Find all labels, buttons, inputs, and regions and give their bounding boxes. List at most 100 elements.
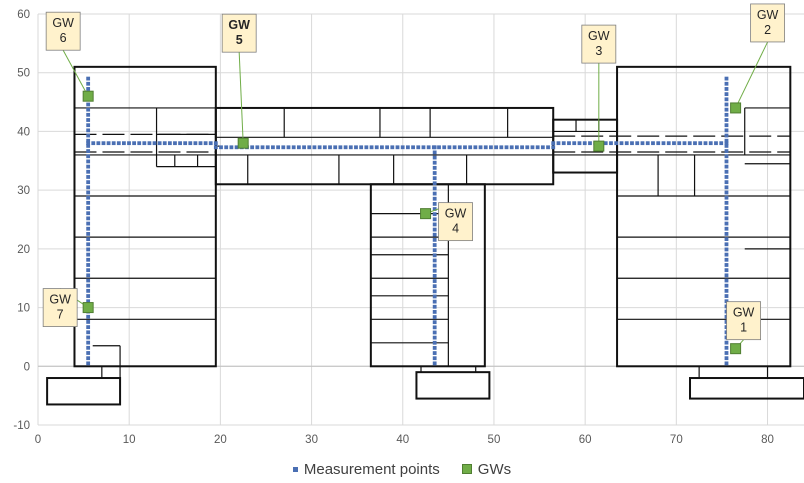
measurement-point [724,185,729,190]
measurement-point [724,299,729,304]
measurement-point [86,149,91,153]
measurement-point [359,145,364,150]
measurement-point [666,141,671,146]
measurement-point [572,141,577,146]
measurement-point [86,226,91,231]
measurement-point [132,141,137,146]
measurement-point [724,107,729,112]
measurement-point [624,141,629,146]
measurement-point [432,335,437,340]
gw-callout-box [45,11,81,51]
measurement-point [432,191,437,196]
gw-callout-label: GW [588,29,610,43]
measurement-point [724,190,729,195]
measurement-point [724,237,729,241]
callout-leader-line [62,49,89,97]
x-tick-label: 10 [123,434,136,446]
measurement-point [614,141,619,146]
gridlines [37,13,804,426]
gw-callout-label: 7 [57,308,64,322]
measurement-point [724,263,729,267]
x-tick-label: 80 [761,434,774,446]
measurement-point [567,141,571,146]
gw-callout-label: GW [757,8,779,22]
measurement-point [86,200,91,205]
legend-label-measurement: Measurement points [303,460,440,478]
measurement-point [473,145,478,150]
measurement-point [577,141,582,146]
measurement-point [86,154,91,159]
measurement-point [551,141,556,146]
measurement-point [167,141,172,146]
measurement-point [432,284,437,289]
measurement-point [603,141,608,146]
measurement-point [645,141,650,146]
measurement-point [385,145,390,150]
measurement-point [630,141,634,146]
measurement-point [432,346,437,350]
measurement-point [724,138,729,143]
measurement-point [432,207,437,211]
measurement-point [432,227,437,232]
measurement-point [494,145,499,150]
measurement-point [432,150,437,155]
gw-callout-label: 6 [60,31,67,45]
measurement-point [432,186,437,191]
measurement-point [421,145,426,150]
measurement-point [499,145,504,150]
measurement-point [442,145,447,150]
measurement-point [556,141,561,146]
measurement-point [86,288,91,293]
measurement-point [432,243,437,247]
measurement-point [86,81,91,86]
building-outline [46,377,122,406]
measurement-point [213,141,218,146]
measurement-point [111,141,116,146]
measurement-point [302,145,306,150]
measurement-point [619,141,624,146]
measurement-point [724,361,729,366]
measurement-point [432,304,437,309]
measurement-point [86,211,91,216]
measurement-point [432,212,437,217]
measurement-point [719,141,724,146]
x-tick-label: 20 [214,434,227,446]
measurement-point [86,351,91,355]
measurement-point [219,145,223,150]
measurement-point [661,141,666,146]
measurement-point [86,169,91,174]
callout-leader-line [238,52,244,144]
legend-label-gws: GWs [477,460,512,478]
measurement-point [520,145,524,150]
measurement-point [426,145,431,150]
measurement-point [546,145,550,150]
measurement-points-series [86,76,729,366]
measurement-point [640,141,645,146]
gw-callout-label: 4 [452,222,459,236]
measurement-point [698,141,703,146]
measurement-point [432,253,437,258]
measurement-point [463,145,467,150]
measurement-point [127,141,131,146]
measurement-point [86,102,91,107]
measurement-point [432,356,437,361]
axis-ticks: 0 10 20 30 40 50 60 70 80 -10 0 10 20 30 40 50 60 [13,9,774,446]
measurement-point [724,216,729,221]
measurement-point [96,141,101,146]
measurement-point [687,141,692,146]
measurement-point [101,141,106,146]
measurement-point [432,171,437,175]
measurement-point [724,133,729,138]
measurement-point [432,273,437,278]
measurement-point [724,97,729,102]
measurement-point [432,320,437,325]
measurement-point [162,141,167,146]
measurement-point [86,257,91,262]
measurement-point [364,145,369,150]
x-tick-label: 70 [670,434,683,446]
measurement-point [635,141,640,146]
measurement-point [724,112,729,117]
measurement-point [86,221,91,226]
measurement-point [86,273,91,278]
